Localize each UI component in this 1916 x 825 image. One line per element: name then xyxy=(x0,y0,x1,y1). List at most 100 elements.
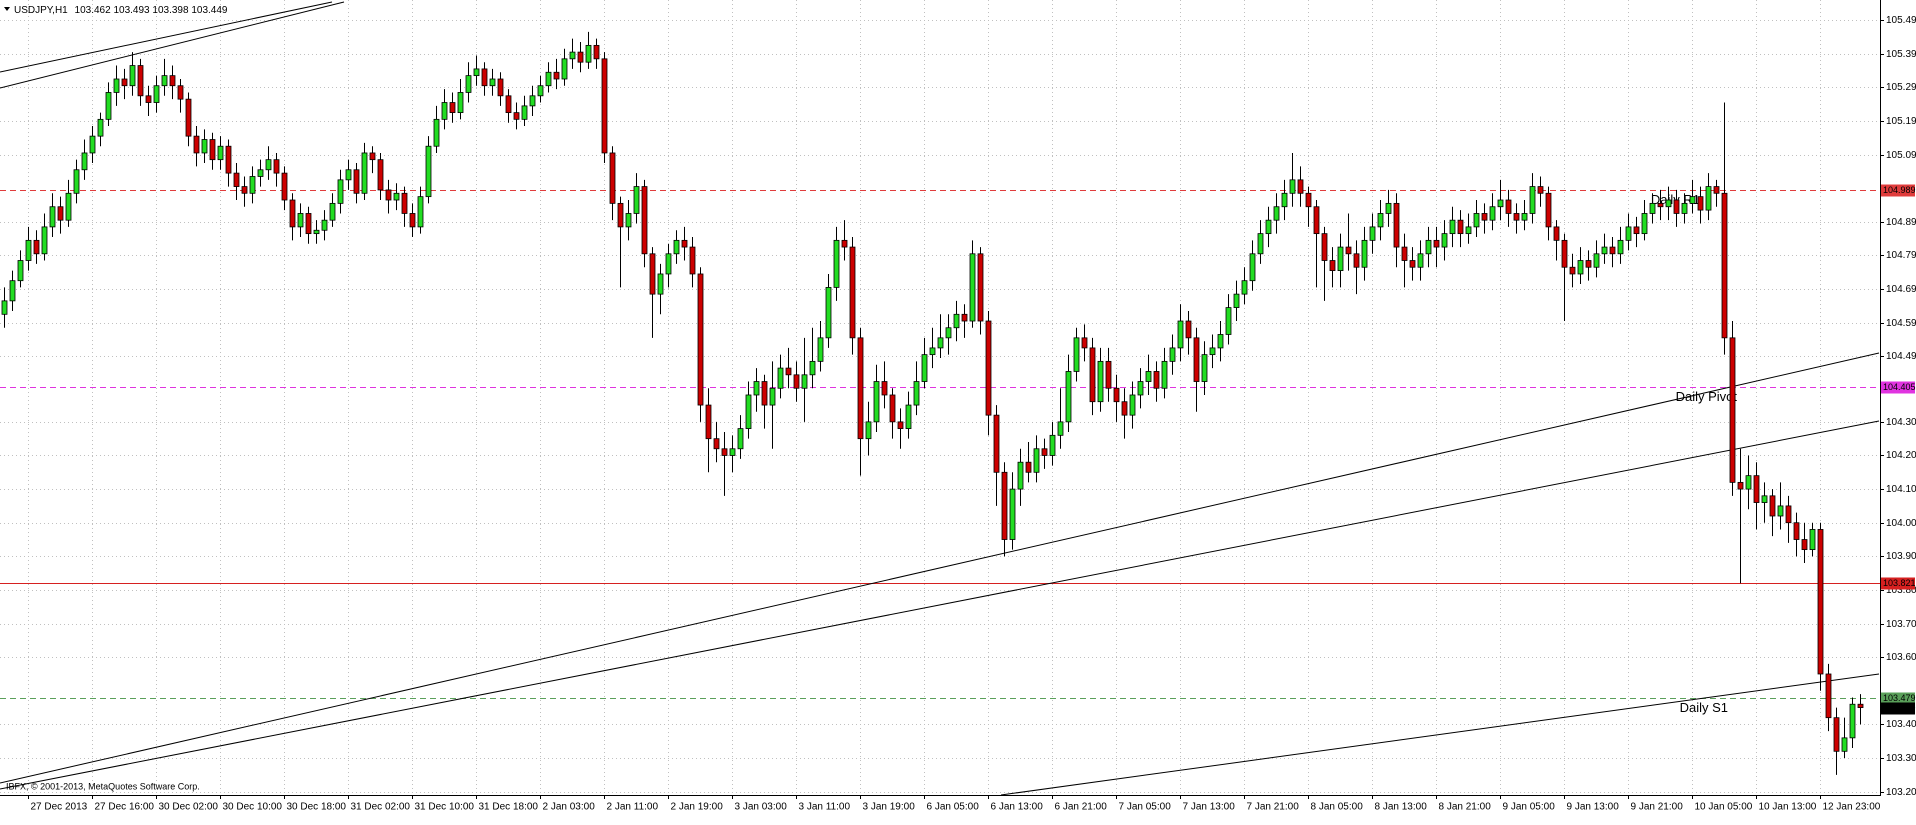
candle-body xyxy=(841,239,848,248)
candle-body xyxy=(1457,219,1464,235)
candle-body xyxy=(1793,522,1800,540)
candle-body xyxy=(1209,347,1216,356)
candle-body xyxy=(1233,293,1240,308)
candle-body xyxy=(1105,360,1112,389)
candle-body xyxy=(985,320,992,416)
candle-body xyxy=(697,273,704,406)
candle-body xyxy=(561,58,568,80)
candle-body xyxy=(825,287,832,339)
candle-body xyxy=(1417,253,1424,268)
candle-body xyxy=(1705,186,1712,211)
candle-body xyxy=(921,354,928,382)
candle-body xyxy=(1009,488,1016,540)
candle-body xyxy=(1497,199,1504,208)
candle-body xyxy=(1697,196,1704,211)
x-tick-label: 6 Jan 21:00 xyxy=(1055,802,1108,813)
candle-body xyxy=(913,381,920,406)
candle-body xyxy=(681,239,688,248)
y-tick-label: 105.295 xyxy=(1886,82,1916,93)
candle-body xyxy=(553,71,560,80)
candle-body xyxy=(1769,495,1776,517)
x-tick-label: 3 Jan 11:00 xyxy=(799,802,851,813)
x-tick-label: 7 Jan 05:00 xyxy=(1119,802,1172,813)
candle-body xyxy=(1641,213,1648,235)
candle-body xyxy=(1801,539,1808,551)
candle-body xyxy=(993,414,1000,473)
candle-body xyxy=(865,421,872,440)
x-tick-label: 10 Jan 05:00 xyxy=(1695,802,1753,813)
candle-body xyxy=(1369,226,1376,241)
candle-body xyxy=(617,202,624,228)
candle-body xyxy=(1113,387,1120,403)
candle-body xyxy=(1025,461,1032,473)
ohlc-open: 103.462 xyxy=(75,5,112,16)
candle-body xyxy=(1713,186,1720,194)
x-tick-label: 6 Jan 13:00 xyxy=(991,802,1044,813)
candle-body xyxy=(9,280,16,302)
y-tick-label: 104.795 xyxy=(1886,250,1916,261)
candle-body xyxy=(385,189,392,201)
candle-body xyxy=(1409,260,1416,268)
candle-body xyxy=(1033,448,1040,473)
y-tick-label: 105.095 xyxy=(1886,150,1916,161)
candle-body xyxy=(785,367,792,376)
candle-body xyxy=(881,381,888,396)
candle-body xyxy=(641,186,648,255)
candle-body xyxy=(49,206,56,228)
candle-body xyxy=(1385,202,1392,214)
level-price-box xyxy=(1881,381,1915,394)
candle-body xyxy=(505,95,512,114)
candle-body xyxy=(313,229,320,235)
x-tick-label: 7 Jan 13:00 xyxy=(1183,802,1236,813)
y-tick-label: 103.800 xyxy=(1886,585,1916,596)
candle-body xyxy=(1825,673,1832,719)
candle-body xyxy=(1305,192,1312,208)
candle-body xyxy=(1465,226,1472,235)
candle-body xyxy=(713,438,720,450)
candle-body xyxy=(1585,260,1592,268)
candle-body xyxy=(817,337,824,362)
y-tick-label: 104.895 xyxy=(1886,217,1916,228)
candle-body xyxy=(361,152,368,194)
level-price-label: 104.989 xyxy=(1883,185,1916,195)
candle-body xyxy=(393,192,400,201)
candle-body xyxy=(953,313,960,329)
candle-body xyxy=(73,169,80,194)
candle-body xyxy=(1073,337,1080,372)
y-tick-label: 103.900 xyxy=(1886,551,1916,562)
candle-body xyxy=(1753,475,1760,503)
candle-body xyxy=(673,239,680,255)
candle-body xyxy=(161,75,168,87)
candle-body xyxy=(833,239,840,288)
ohlc-low: 103.398 xyxy=(152,5,189,16)
candle-body xyxy=(209,139,216,161)
candle-body xyxy=(1649,202,1656,214)
candle-body xyxy=(1601,246,1608,255)
candle-body xyxy=(1449,219,1456,235)
trendline xyxy=(1000,673,1880,796)
candle-body xyxy=(857,337,864,440)
candle-body xyxy=(409,213,416,228)
candle-body xyxy=(113,78,120,93)
candle-body xyxy=(937,337,944,349)
candle-body xyxy=(1529,186,1536,214)
candle-body xyxy=(1625,226,1632,241)
candle-body xyxy=(513,112,520,120)
candle-body xyxy=(129,65,136,87)
y-tick-label: 105.195 xyxy=(1886,116,1916,127)
candle-body xyxy=(1393,202,1400,248)
bid-price-label: 103.449 xyxy=(1883,703,1916,713)
candle-body xyxy=(945,327,952,339)
candle-body xyxy=(225,145,232,174)
candle-body xyxy=(1441,233,1448,248)
trendline xyxy=(0,1,333,73)
candle-body xyxy=(1849,703,1856,739)
candle-body xyxy=(265,159,272,171)
candle-body xyxy=(1169,347,1176,362)
candle-body xyxy=(425,145,432,198)
candle-body xyxy=(201,139,208,154)
header: USDJPY,H1 103.462 103.493 103.398 103.44… xyxy=(4,5,228,16)
candle-body xyxy=(329,202,336,221)
candle-body xyxy=(1249,253,1256,282)
candle-body xyxy=(1081,337,1088,349)
